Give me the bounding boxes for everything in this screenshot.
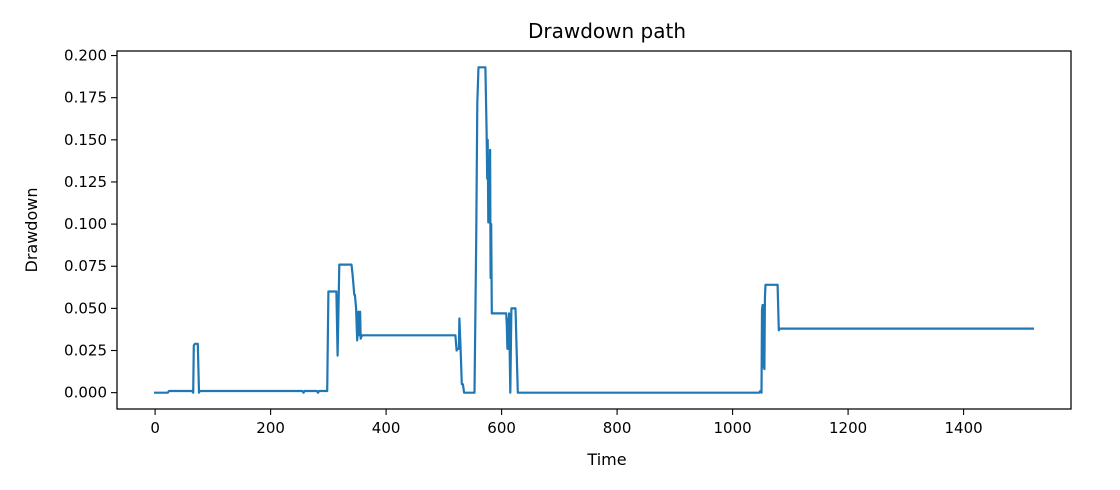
y-tick-label: 0.050 xyxy=(64,299,107,317)
y-tick-label: 0.150 xyxy=(64,131,107,149)
axes-frame xyxy=(116,50,1072,410)
x-tick-label: 1200 xyxy=(829,419,867,437)
chart-title: Drawdown path xyxy=(528,19,686,43)
y-tick-label: 0.075 xyxy=(64,257,107,275)
x-tick-label: 200 xyxy=(256,419,285,437)
x-tick-label: 800 xyxy=(603,419,632,437)
drawdown-series-line xyxy=(154,66,1035,394)
x-axis: 0 200 400 600 800 1000 1200 1400 xyxy=(150,409,983,437)
y-axis-label: Drawdown xyxy=(22,188,41,273)
x-tick-label: 600 xyxy=(487,419,516,437)
x-tick-label: 1400 xyxy=(944,419,982,437)
y-tick-label: 0.025 xyxy=(64,342,107,360)
x-tick-label: 1000 xyxy=(714,419,752,437)
y-tick-label: 0.125 xyxy=(64,173,107,191)
y-tick-label: 0.000 xyxy=(64,384,107,402)
y-tick-label: 0.100 xyxy=(64,215,107,233)
y-axis: 0.000 0.025 0.050 0.075 0.100 0.125 0.150 0.175… xyxy=(64,47,117,402)
x-tick-label: 0 xyxy=(150,419,160,437)
y-tick-label: 0.200 xyxy=(64,47,107,65)
x-axis-label: Time xyxy=(586,450,626,469)
plot-area xyxy=(154,66,1035,394)
x-tick-label: 400 xyxy=(372,419,401,437)
y-tick-label: 0.175 xyxy=(64,89,107,107)
